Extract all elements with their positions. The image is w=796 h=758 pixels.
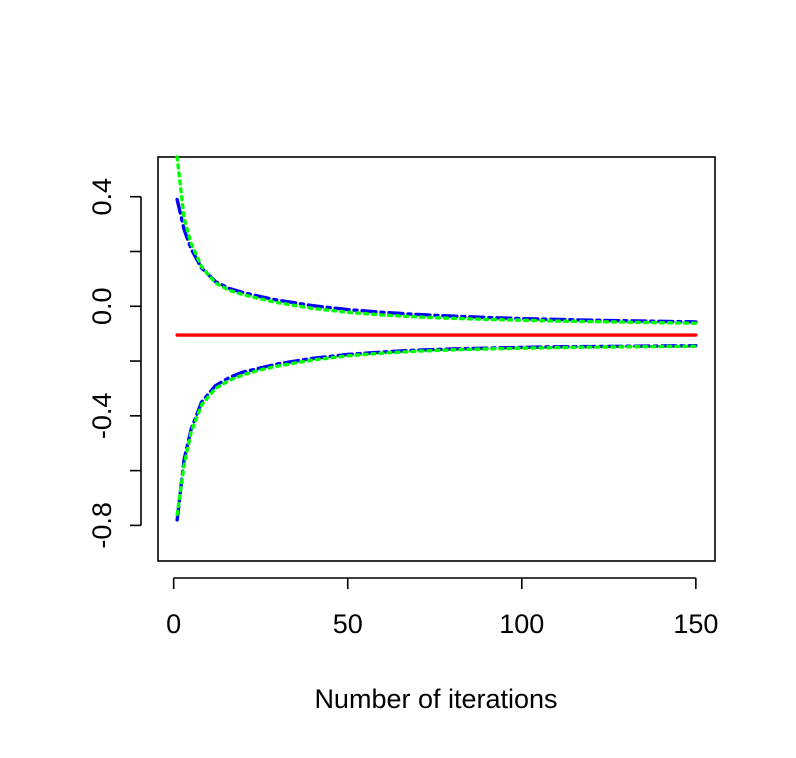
y-tick-label: -0.8	[87, 502, 117, 549]
plot-frame	[157, 156, 716, 562]
series-layer	[175, 155, 698, 522]
x-tick-label: 0	[166, 609, 181, 639]
series-line-4	[175, 155, 698, 325]
series-line-5	[175, 344, 698, 517]
y-axis: -0.8 -0.4 0.0 0.4	[87, 178, 142, 549]
x-tick-label: 150	[673, 609, 718, 639]
y-tick-label: -0.4	[87, 393, 117, 440]
x-tick-label: 100	[499, 609, 544, 639]
x-axis-label: Number of iterations	[314, 684, 557, 714]
x-axis: 0 50 100 150	[166, 577, 718, 639]
series-line-2	[175, 197, 698, 324]
y-tick-label: 0.4	[87, 178, 117, 216]
x-tick-label: 50	[333, 609, 363, 639]
y-tick-label: 0.0	[87, 288, 117, 326]
